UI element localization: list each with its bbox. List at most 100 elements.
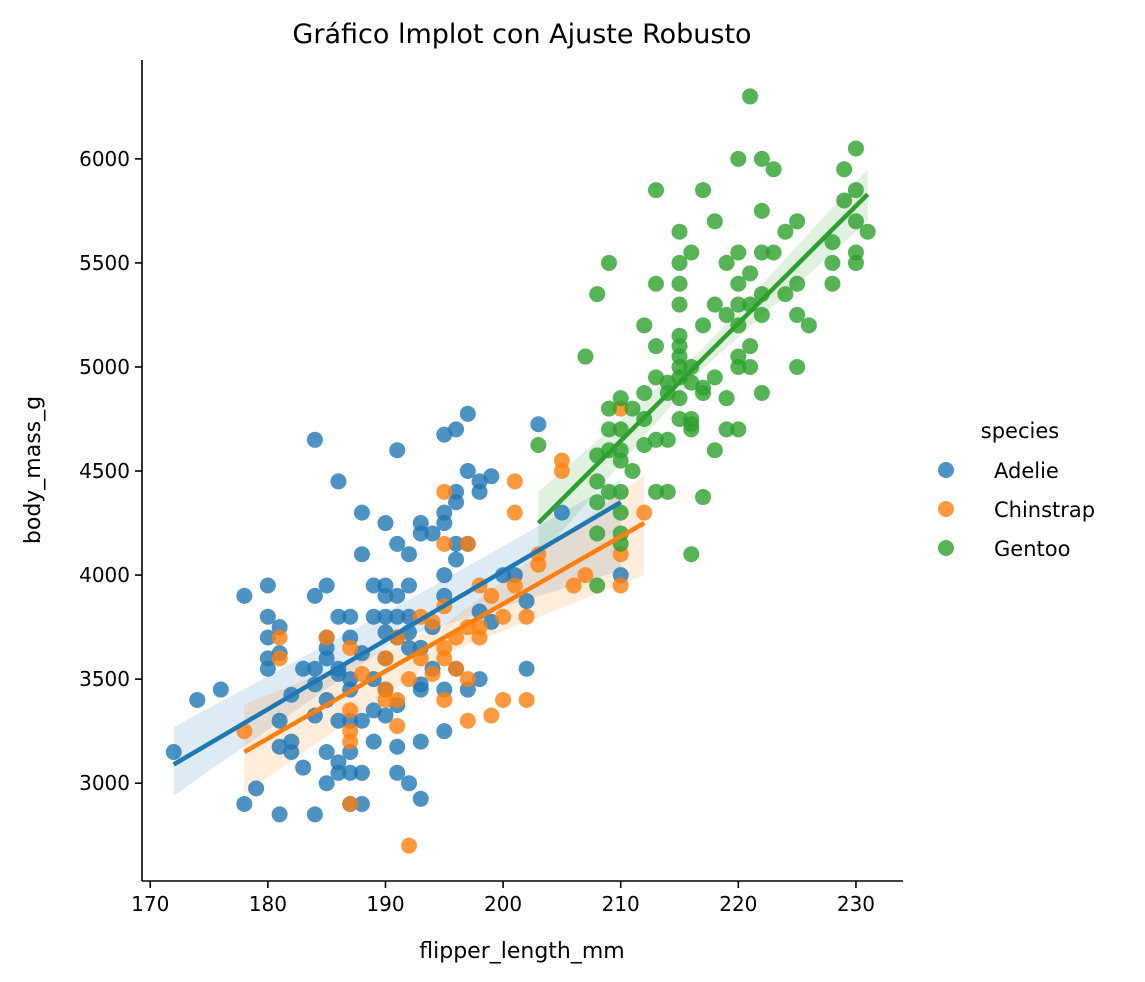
point-adelie-34 xyxy=(330,473,347,490)
point-adelie-102 xyxy=(448,535,465,552)
point-adelie-99 xyxy=(448,421,465,438)
point-gentoo-49 xyxy=(683,358,700,375)
point-gentoo-58 xyxy=(695,384,712,401)
x-tick-label-180: 180 xyxy=(249,892,287,916)
point-adelie-106 xyxy=(459,463,476,480)
point-adelie-67 xyxy=(377,707,394,724)
point-adelie-40 xyxy=(330,764,347,781)
axes: 170 180 190 200 210 220 230 3000 3500 4000 4500 500… xyxy=(79,60,903,916)
point-adelie-49 xyxy=(353,504,370,521)
point-gentoo-39 xyxy=(671,275,688,292)
point-gentoo-37 xyxy=(671,223,688,240)
point-gentoo-9 xyxy=(600,400,617,417)
point-gentoo-14 xyxy=(612,421,629,438)
point-gentoo-64 xyxy=(718,254,735,271)
point-adelie-21 xyxy=(306,431,323,448)
point-adelie-70 xyxy=(389,587,406,604)
point-gentoo-60 xyxy=(706,213,723,230)
point-gentoo-62 xyxy=(706,369,723,386)
point-chinstrap-47 xyxy=(530,556,547,573)
point-gentoo-38 xyxy=(671,254,688,271)
point-adelie-103 xyxy=(448,551,465,568)
point-chinstrap-12 xyxy=(377,691,394,708)
point-adelie-50 xyxy=(353,546,370,563)
point-gentoo-56 xyxy=(695,317,712,334)
x-tick-label-200: 200 xyxy=(484,892,522,916)
legend-marker-gentoo xyxy=(938,540,954,556)
point-adelie-110 xyxy=(471,483,488,500)
point-gentoo-46 xyxy=(671,390,688,407)
point-gentoo-103 xyxy=(847,213,864,230)
point-gentoo-36 xyxy=(659,483,676,500)
point-gentoo-5 xyxy=(589,494,606,511)
point-gentoo-13 xyxy=(612,390,629,407)
point-chinstrap-38 xyxy=(483,707,500,724)
point-gentoo-59 xyxy=(695,489,712,506)
fit-line-chinstrap xyxy=(243,521,646,754)
point-gentoo-24 xyxy=(636,384,653,401)
point-gentoo-65 xyxy=(718,306,735,323)
legend: species Adelie Chinstrap Gentoo xyxy=(938,419,1095,561)
point-adelie-89 xyxy=(424,525,441,542)
point-gentoo-92 xyxy=(789,275,806,292)
point-adelie-117 xyxy=(518,593,535,610)
point-gentoo-35 xyxy=(659,431,676,448)
point-chinstrap-40 xyxy=(495,691,512,708)
point-adelie-18 xyxy=(283,743,300,760)
legend-label-chinstrap: Chinstrap xyxy=(994,498,1095,522)
point-chinstrap-43 xyxy=(506,577,523,594)
point-gentoo-102 xyxy=(847,182,864,199)
point-adelie-54 xyxy=(353,795,370,812)
point-chinstrap-51 xyxy=(577,567,594,584)
point-chinstrap-23 xyxy=(436,535,453,552)
point-adelie-63 xyxy=(377,608,394,625)
point-gentoo-27 xyxy=(647,182,664,199)
point-chinstrap-14 xyxy=(389,691,406,708)
point-gentoo-83 xyxy=(753,244,770,261)
point-chinstrap-4 xyxy=(342,639,359,656)
point-chinstrap-33 xyxy=(459,712,476,729)
y-tick-label-3500: 3500 xyxy=(79,667,130,691)
point-adelie-113 xyxy=(483,468,500,485)
point-adelie-88 xyxy=(412,790,429,807)
point-adelie-8 xyxy=(259,629,276,646)
y-tick-label-4000: 4000 xyxy=(79,563,130,587)
point-adelie-83 xyxy=(412,525,429,542)
point-adelie-26 xyxy=(306,806,323,823)
point-adelie-32 xyxy=(318,743,335,760)
point-chinstrap-21 xyxy=(424,665,441,682)
point-gentoo-23 xyxy=(636,317,653,334)
y-tick-label-5000: 5000 xyxy=(79,355,130,379)
point-gentoo-69 xyxy=(730,244,747,261)
point-adelie-105 xyxy=(459,405,476,422)
point-gentoo-17 xyxy=(612,483,629,500)
legend-label-gentoo: Gentoo xyxy=(994,537,1070,561)
point-gentoo-94 xyxy=(789,358,806,375)
point-adelie-22 xyxy=(306,587,323,604)
point-adelie-74 xyxy=(389,738,406,755)
legend-marker-chinstrap xyxy=(938,501,954,517)
point-chinstrap-22 xyxy=(436,483,453,500)
point-gentoo-31 xyxy=(647,431,664,448)
point-chinstrap-29 xyxy=(448,660,465,677)
y-tick-label-3000: 3000 xyxy=(79,771,130,795)
point-adelie-55 xyxy=(365,577,382,594)
point-gentoo-8 xyxy=(600,254,617,271)
point-chinstrap-7 xyxy=(342,733,359,750)
point-adelie-35 xyxy=(330,608,347,625)
point-gentoo-98 xyxy=(824,275,841,292)
y-axis-label: body_mass_g xyxy=(21,396,46,544)
point-adelie-95 xyxy=(436,567,453,584)
point-gentoo-7 xyxy=(589,577,606,594)
point-adelie-80 xyxy=(400,639,417,656)
legend-label-adelie: Adelie xyxy=(994,459,1059,483)
point-chinstrap-5 xyxy=(342,702,359,719)
point-gentoo-90 xyxy=(777,286,794,303)
point-gentoo-4 xyxy=(589,473,606,490)
point-gentoo-29 xyxy=(647,338,664,355)
point-gentoo-18 xyxy=(612,504,629,521)
point-chinstrap-26 xyxy=(436,650,453,667)
point-gentoo-48 xyxy=(683,244,700,261)
point-gentoo-91 xyxy=(789,213,806,230)
